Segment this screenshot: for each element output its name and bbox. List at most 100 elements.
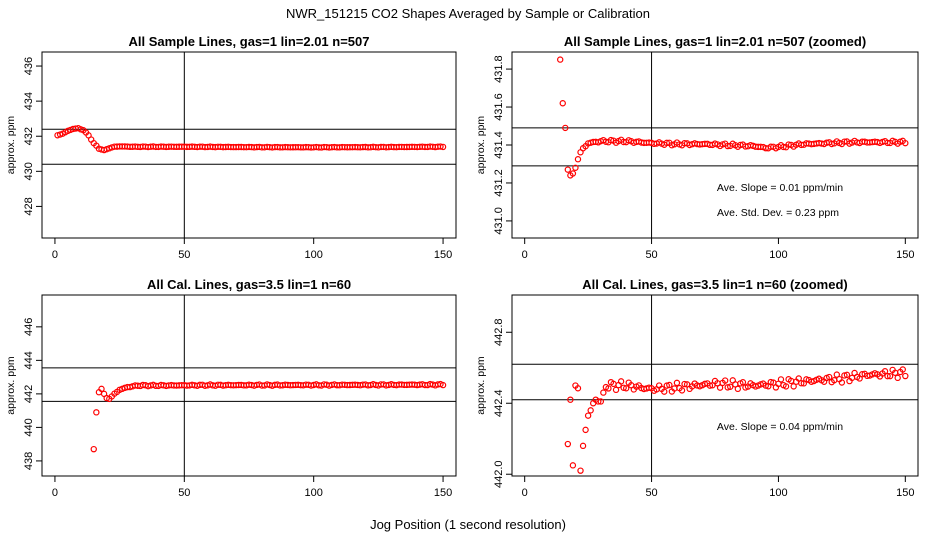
y-tick-label: 431.4	[493, 131, 505, 159]
data-point	[569, 462, 577, 469]
y-axis-label: approx. ppm	[5, 356, 17, 415]
data-point	[666, 381, 673, 389]
x-tick-label: 0	[52, 249, 58, 261]
y-tick-label: 434	[23, 92, 35, 110]
y-tick-label: 442.0	[493, 460, 505, 488]
data-point	[678, 387, 686, 394]
y-tick-label: 446	[23, 318, 35, 336]
data-point	[790, 383, 797, 390]
data-point	[595, 398, 602, 405]
data-point	[645, 384, 653, 391]
data-point	[886, 372, 894, 380]
x-tick-label: 150	[434, 487, 452, 499]
data-point	[884, 139, 891, 147]
data-point	[607, 136, 615, 144]
data-point	[661, 388, 668, 395]
data-point	[727, 383, 734, 390]
data-point	[574, 156, 582, 163]
x-tick-label: 150	[434, 249, 452, 261]
data-point	[437, 143, 444, 150]
x-tick-label: 0	[522, 487, 528, 499]
figure-title: NWR_151215 CO2 Shapes Averaged by Sample…	[286, 6, 650, 21]
data-point	[663, 139, 670, 147]
plot-frame	[41, 51, 457, 239]
data-point	[564, 440, 572, 448]
y-tick-label: 428	[23, 197, 35, 215]
x-tick-label: 100	[769, 487, 787, 499]
data-point	[716, 384, 724, 391]
data-point	[706, 382, 714, 389]
annotation-text: Ave. Slope = 0.01 ppm/min	[717, 182, 843, 194]
y-tick-label: 436	[23, 57, 35, 75]
data-point	[881, 368, 889, 375]
x-tick-label: 150	[896, 249, 914, 261]
data-point	[98, 385, 105, 393]
data-point	[600, 389, 607, 396]
data-point	[622, 385, 630, 392]
data-point	[569, 170, 577, 177]
y-tick-label: 444	[23, 351, 35, 369]
y-tick-label: 440	[23, 418, 35, 436]
x-tick-label: 100	[305, 249, 323, 261]
data-point	[739, 379, 747, 386]
data-point	[884, 372, 891, 380]
data-point	[562, 124, 569, 132]
x-tick-label: 150	[896, 487, 914, 499]
y-tick-label: 431.2	[493, 169, 505, 197]
data-point	[673, 379, 681, 387]
data-point	[894, 374, 901, 382]
data-point	[617, 378, 625, 385]
data-point	[584, 412, 592, 419]
chart-panel-1: All Sample Lines, gas=1 lin=2.01 n=507 0 5…	[5, 34, 457, 261]
x-tick-label: 50	[178, 487, 190, 499]
y-tick-label: 438	[23, 452, 35, 470]
y-axis-label: approx. ppm	[475, 356, 487, 415]
data-point	[734, 385, 742, 393]
panel-title: All Cal. Lines, gas=3.5 lin=1 n=60 (zoom…	[582, 277, 848, 292]
x-tick-label: 0	[522, 249, 528, 261]
data-series	[564, 366, 909, 474]
data-point	[724, 142, 731, 150]
data-point	[567, 396, 574, 403]
y-axis-label: approx. ppm	[475, 116, 487, 175]
data-point	[825, 373, 833, 381]
data-point	[620, 384, 627, 391]
plot-frame	[511, 294, 919, 477]
data-point	[577, 467, 584, 474]
data-point	[833, 371, 841, 378]
data-point	[780, 143, 787, 151]
annotation-text: Ave. Slope = 0.04 ppm/min	[717, 421, 843, 433]
data-point	[899, 366, 906, 373]
data-point	[597, 398, 605, 405]
panel-title: All Cal. Lines, gas=3.5 lin=1 n=60	[147, 277, 351, 292]
data-point	[777, 376, 785, 383]
figure-x-axis-label: Jog Position (1 second resolution)	[370, 517, 566, 532]
y-tick-label: 431.0	[493, 207, 505, 235]
y-tick-label: 431.8	[493, 55, 505, 83]
data-series	[90, 380, 447, 453]
data-point	[721, 377, 729, 384]
data-point	[574, 385, 582, 392]
data-point	[838, 379, 846, 386]
data-point	[663, 382, 670, 389]
data-point	[902, 139, 909, 147]
data-point	[582, 426, 589, 434]
y-tick-label: 431.6	[493, 93, 505, 121]
data-point	[572, 164, 579, 171]
data-point	[798, 380, 805, 387]
data-point	[724, 384, 731, 391]
data-series	[54, 124, 447, 154]
data-point	[767, 378, 775, 386]
data-point	[795, 375, 802, 382]
y-axis-label: approx. ppm	[5, 116, 17, 175]
data-point	[612, 386, 620, 394]
data-point	[782, 383, 790, 390]
panel-title: All Sample Lines, gas=1 lin=2.01 n=507	[129, 34, 370, 49]
data-point	[902, 372, 909, 380]
y-tick-label: 442	[23, 385, 35, 403]
x-tick-label: 50	[645, 487, 657, 499]
data-point	[90, 445, 97, 453]
panel-title: All Sample Lines, gas=1 lin=2.01 n=507 (…	[564, 34, 866, 49]
data-point	[841, 372, 848, 379]
data-point	[564, 166, 572, 173]
